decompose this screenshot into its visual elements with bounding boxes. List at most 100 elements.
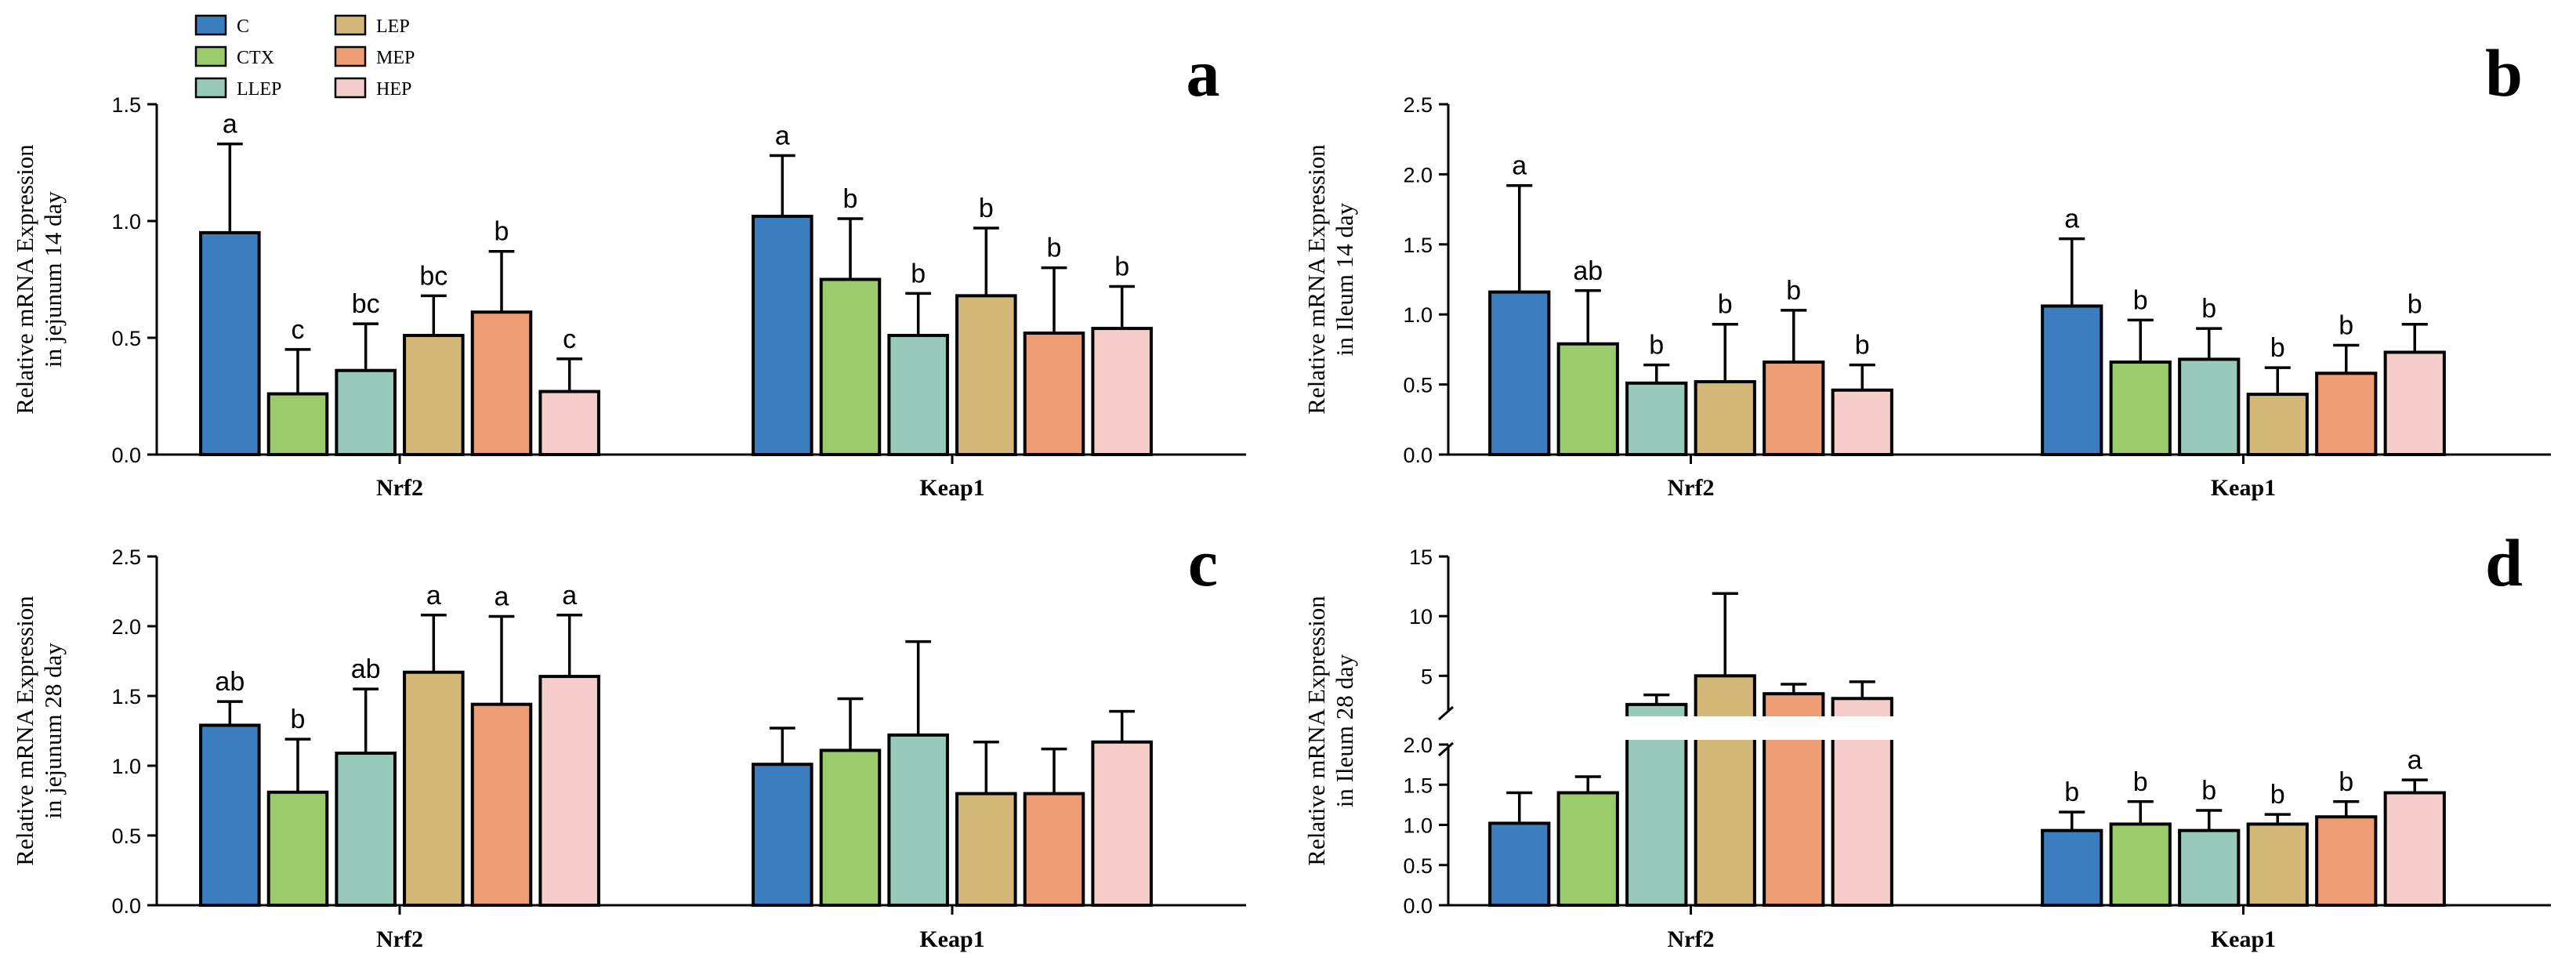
y-axis-label-line: Relative mRNA Expression — [1302, 596, 1330, 866]
y-axis-label-line: Relative mRNA Expression — [11, 144, 38, 415]
significance-letter: a — [2064, 205, 2079, 234]
bar-lep-nrf2 — [403, 670, 465, 907]
significance-letter: bc — [352, 289, 380, 319]
significance-letter: b — [495, 217, 509, 247]
bar-llep-nrf2 — [335, 751, 397, 907]
y-tick-label: 0.0 — [111, 444, 141, 467]
y-axis-label-line: in Ileum 28 day — [1331, 654, 1358, 807]
significance-letter: a — [2408, 745, 2422, 775]
bar-c-nrf2 — [199, 723, 261, 907]
significance-letter: b — [2133, 285, 2148, 315]
x-category-label: Nrf2 — [376, 475, 423, 501]
significance-letter: b — [1718, 290, 1733, 320]
legend-swatch-c — [194, 14, 227, 36]
significance-letter: ab — [215, 667, 245, 697]
bar-llep-keap1 — [2178, 357, 2241, 456]
y-axis-label: Relative mRNA Expressionin jejunum 14 da… — [11, 144, 67, 415]
significance-letter: b — [2270, 333, 2285, 363]
bar-lep-nrf2 — [403, 334, 465, 456]
legend-swatch-mep — [334, 45, 367, 67]
bar-mep-nrf2 — [470, 310, 533, 456]
y-tick-label: 0.0 — [1403, 894, 1433, 918]
significance-letter: b — [1047, 234, 1062, 263]
significance-letter: ab — [1573, 256, 1603, 286]
x-category-label: Nrf2 — [1668, 475, 1715, 501]
panels: 0.00.51.01.5Nrf2acbcbcbcKeap1abbbbbRelat… — [11, 35, 2551, 952]
bar-mep-keap1 — [1023, 792, 1085, 907]
significance-letter: b — [2133, 767, 2148, 797]
bar-c-keap1 — [2041, 828, 2103, 908]
significance-letter: b — [2201, 294, 2216, 324]
bar-lep-nrf2 — [1694, 380, 1756, 456]
bar-mep-nrf2 — [470, 702, 533, 907]
y-tick-label: 0.5 — [1403, 854, 1433, 878]
significance-letter: b — [2339, 767, 2353, 797]
significance-letter: b — [2270, 780, 2285, 810]
bar-ctx-keap1 — [2109, 360, 2172, 457]
bar-lep-nrf2 — [1694, 674, 1756, 907]
x-category-label: Nrf2 — [376, 926, 423, 952]
bar-hep-nrf2 — [1831, 388, 1893, 457]
significance-letter: b — [2064, 777, 2079, 807]
legend-label-mep: MEP — [376, 48, 415, 68]
bar-lep-keap1 — [955, 294, 1017, 456]
bar-ctx-nrf2 — [1556, 342, 1619, 456]
axis-break-mark — [1438, 705, 1454, 721]
y-tick-label: 0.0 — [111, 894, 141, 918]
bar-ctx-nrf2 — [266, 790, 329, 907]
x-category-label: Nrf2 — [1668, 926, 1715, 952]
significance-letter: b — [1649, 331, 1664, 361]
significance-letter: b — [2339, 311, 2353, 341]
bar-mep-keap1 — [2315, 371, 2378, 456]
y-tick-label: 10 — [1409, 605, 1433, 629]
significance-letter: b — [1786, 276, 1801, 306]
legend-label-ctx: CTX — [237, 48, 274, 68]
legend: C CTX LLEP LEP MEP HEP — [194, 14, 415, 100]
bar-llep-keap1 — [2178, 828, 2241, 908]
bar-hep-nrf2 — [538, 390, 600, 457]
bar-c-nrf2 — [199, 230, 261, 456]
bar-lep-keap1 — [2246, 393, 2309, 456]
legend-label-hep: HEP — [376, 79, 411, 100]
x-category-label: Keap1 — [919, 475, 984, 501]
significance-letter: a — [426, 581, 441, 611]
bar-c-keap1 — [752, 215, 813, 456]
panel-d: 0.0 0.5 1.0 1.5 2.0 5 10 15 Nrf2 Keap1 b b b b b a Relat… — [1302, 525, 2551, 952]
legend-swatch-hep — [334, 77, 367, 99]
axis-break-mark — [1438, 741, 1454, 757]
bar-hep-keap1 — [2383, 791, 2446, 907]
significance-letter: a — [223, 110, 237, 140]
panel-letter: b — [2485, 35, 2523, 111]
y-tick-label: 2.0 — [1403, 734, 1433, 757]
bar-c-keap1 — [752, 763, 813, 907]
y-axis-label: Relative mRNA Expressionin jejunum 28 da… — [11, 596, 67, 866]
x-category-label: Keap1 — [919, 926, 984, 952]
legend-label-llep: LLEP — [237, 79, 281, 100]
bar-hep-keap1 — [1091, 740, 1153, 907]
y-tick-label: 0.0 — [1403, 444, 1433, 467]
significance-letter: b — [291, 705, 306, 734]
y-axis-label-line: in jejunum 14 day — [39, 191, 67, 368]
significance-letter: c — [563, 324, 576, 354]
y-tick-label: 0.5 — [111, 327, 141, 350]
significance-letter: b — [2201, 776, 2216, 806]
axis-break-gap — [1451, 716, 2551, 740]
significance-letter: b — [1114, 252, 1129, 281]
y-tick-label: 5 — [1421, 665, 1433, 688]
bar-ctx-nrf2 — [1556, 791, 1619, 907]
y-axis-label-line: in Ileum 14 day — [1331, 202, 1358, 356]
significance-letter: ab — [351, 654, 381, 684]
y-tick-label: 1.5 — [111, 685, 141, 709]
significance-letter: b — [2408, 290, 2422, 320]
y-tick-label: 0.5 — [1403, 374, 1433, 397]
y-tick-label: 1.0 — [111, 210, 141, 234]
significance-letter: b — [979, 194, 994, 223]
bar-llep-keap1 — [887, 334, 949, 456]
y-tick-label: 1.5 — [1403, 774, 1433, 797]
bar-c-nrf2 — [1488, 821, 1551, 907]
bar-hep-keap1 — [1091, 327, 1153, 456]
x-category-label: Keap1 — [2211, 475, 2276, 501]
bar-ctx-keap1 — [819, 748, 882, 907]
